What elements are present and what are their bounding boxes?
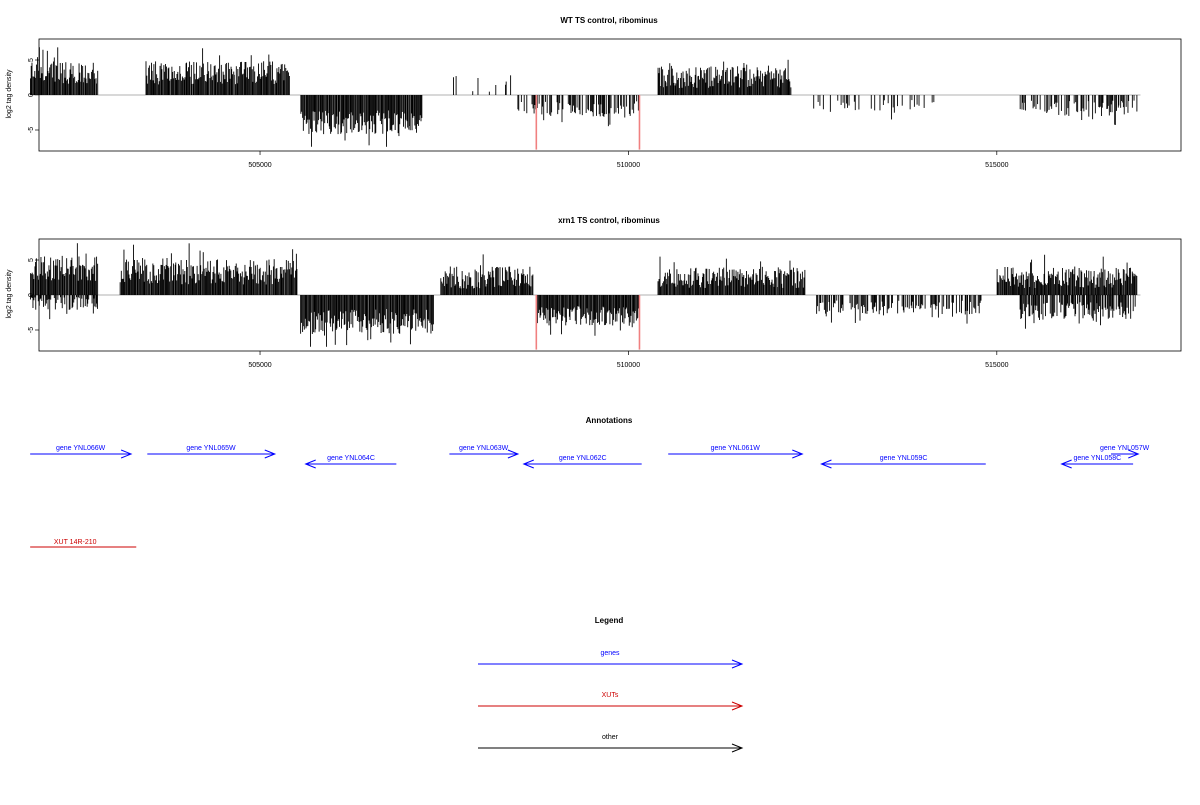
legend-panel: Legend genes XUTs other	[478, 616, 744, 753]
gene-label: gene YNL063W	[459, 445, 509, 452]
wt-track-highlight-spikes	[535, 95, 641, 150]
gene-label: gene YNL058C	[1074, 455, 1122, 462]
wt-xtick-label: 505000	[248, 162, 271, 169]
wt-ytick-label: 5	[28, 58, 35, 62]
gene-arrow-head	[522, 459, 534, 469]
wt-track-title: WT TS control, ribominus	[560, 16, 658, 25]
gene-label: gene YNL062C	[559, 455, 607, 462]
xrn1-track-title: xrn1 TS control, ribominus	[558, 216, 660, 225]
xrn1-ytick-label: 5	[28, 258, 35, 262]
gene-arrow-head	[1060, 459, 1072, 469]
gene-label: gene YNL066W	[56, 445, 106, 452]
gene-arrow-head	[820, 459, 832, 469]
legend-title: Legend	[595, 616, 624, 625]
xrn1-track-panel: xrn1 TS control, ribominus log2 tag dens…	[6, 216, 1182, 369]
xrn1-xtick-label: 515000	[985, 362, 1008, 369]
gene-label: gene YNL059C	[880, 455, 928, 462]
gene-arrow-head	[507, 449, 520, 459]
gene-arrows: gene YNL066W gene YNL065W gene YNL064C gene…	[30, 445, 1150, 469]
gene-arrow-head	[1128, 449, 1140, 459]
xrn1-track-ylabel: log2 tag density	[6, 269, 13, 319]
legend-label: XUTs	[602, 692, 619, 699]
legend-arrow-head	[731, 743, 744, 753]
annotations-panel: Annotations gene YNL066W gene YNL065Wgene…	[30, 416, 1150, 548]
gene-arrow-head	[792, 449, 804, 459]
xut-arrows: XUT 14R-210	[30, 539, 137, 548]
wt-track-panel: WT TS control, ribominus log2 tag densit…	[6, 16, 1182, 169]
legend-label: other	[602, 734, 619, 741]
gene-label: gene YNL064C	[327, 455, 375, 462]
xut-label: XUT 14R-210	[54, 539, 97, 546]
legend-arrow-head	[731, 659, 744, 669]
xrn1-track-bars	[30, 243, 1138, 347]
legend-arrow-head	[731, 701, 744, 711]
wt-track-bars	[30, 47, 1138, 147]
xrn1-track-xaxis: 505000 510000 515000	[248, 351, 1009, 369]
wt-xtick-label: 510000	[617, 162, 640, 169]
wt-ytick-label: -5	[28, 127, 35, 133]
xrn1-track-frame	[38, 238, 1182, 352]
wt-xtick-label: 515000	[985, 162, 1008, 169]
gene-label: gene YNL065W	[186, 445, 236, 452]
legend-label: genes	[600, 650, 620, 657]
gene-arrow-head	[264, 449, 277, 459]
wt-track-ylabel: log2 tag density	[6, 69, 13, 119]
gene-label: gene YNL057W	[1100, 445, 1150, 452]
xrn1-track-highlight-spikes	[535, 295, 641, 350]
gene-arrow-head	[304, 459, 316, 469]
annotations-title: Annotations	[586, 416, 633, 425]
gene-label: gene YNL061W	[711, 445, 761, 452]
xrn1-xtick-label: 505000	[248, 362, 271, 369]
wt-track-xaxis: 505000 510000 515000	[248, 151, 1009, 169]
gene-arrow-head	[120, 449, 133, 459]
legend-items: genes XUTs other	[478, 650, 744, 753]
wt-track-frame	[38, 38, 1182, 152]
xrn1-ytick-label: -5	[28, 327, 35, 333]
xrn1-xtick-label: 510000	[617, 362, 640, 369]
